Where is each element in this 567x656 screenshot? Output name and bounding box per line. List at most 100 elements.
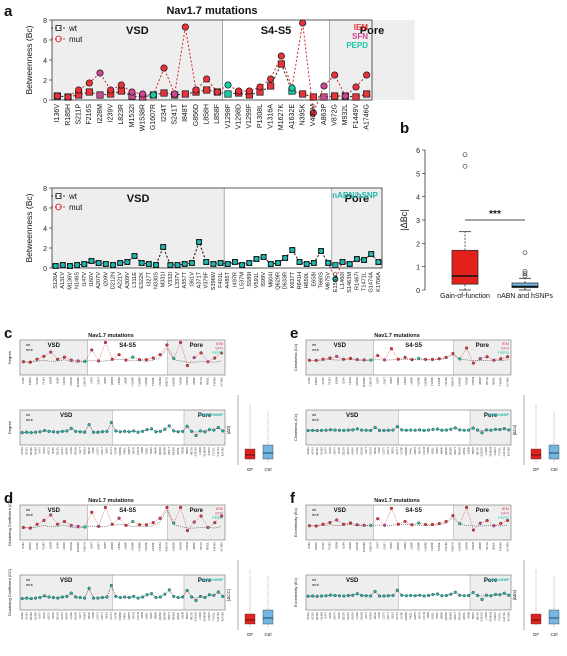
legend-right-item: nABN/hSNP [200, 412, 223, 417]
y-axis-label: Clustering Coefficient (CC) [7, 498, 12, 546]
mut-point [64, 93, 72, 101]
x-tick-label: L537M [136, 612, 140, 620]
mut-point [507, 428, 511, 432]
mut-point [103, 340, 107, 345]
mut-point [74, 262, 81, 268]
x-tick-label: A131V [24, 612, 28, 620]
mut-point [267, 75, 275, 83]
wt-line [22, 584, 223, 599]
section-label: S4-S5 [405, 508, 422, 514]
mut-point [224, 261, 231, 267]
x-tick-label: Q629R [158, 447, 162, 455]
x-tick-label: I327T [78, 612, 82, 619]
mut-point [376, 517, 380, 521]
mut-point [69, 426, 73, 430]
mut-point [42, 518, 46, 522]
mut-point [199, 514, 203, 518]
mut-point [430, 522, 434, 527]
x-tick-label: I239V [55, 542, 59, 549]
mut-point [355, 523, 359, 527]
x-tick-label: R641H [457, 447, 461, 455]
x-tick-label: V1298F [130, 377, 134, 387]
mut-point [216, 426, 220, 430]
mut-point [377, 428, 382, 432]
panel-label-f: f [290, 490, 296, 507]
mut-point [362, 523, 366, 527]
mut-point [328, 428, 333, 432]
mut-point [493, 427, 497, 431]
x-tick-label: M1627K [451, 542, 455, 552]
x-tick-label: S126A [20, 447, 24, 455]
x-tick-label: L311E [69, 447, 73, 455]
mut-point [314, 524, 318, 528]
x-tick-label: F1449V [353, 104, 360, 129]
x-tick-label: I361V [105, 447, 109, 454]
x-tick-label: T1471L [498, 611, 502, 620]
x-tick-label: S211P [321, 542, 325, 550]
mut-point [418, 593, 422, 597]
mut-point [118, 595, 122, 600]
x-tick-label: D633R [163, 612, 167, 620]
x-tick-label: F401L [218, 272, 224, 288]
mut-point [81, 261, 88, 267]
mut-point [375, 259, 382, 265]
x-tick-label: M932L [206, 541, 210, 549]
x-tick-label: G1607R [150, 104, 157, 130]
mut-point [110, 522, 114, 526]
mut-point [29, 431, 33, 435]
x-tick-label: K1706A [506, 612, 510, 622]
mut-point [321, 522, 325, 526]
x-tick-label: V591L [254, 272, 260, 288]
mut-point [65, 594, 69, 598]
mut-point [458, 428, 462, 432]
x-tick-label: K1706A [506, 447, 510, 457]
x-tick-label: A357T [182, 271, 188, 288]
mut-point [444, 428, 448, 432]
mut-point [499, 521, 503, 526]
y-axis-label: Eccentricity (Ec) [293, 577, 298, 607]
mut-point [413, 594, 417, 598]
x-tick-label: M675V [475, 447, 479, 455]
mut-point [100, 595, 104, 600]
x-tick-label: S396W [404, 611, 408, 620]
mut-point [96, 596, 100, 600]
mut-point [376, 354, 380, 358]
plot-frame [305, 504, 512, 541]
x-tick-label: M1532I [69, 542, 73, 551]
box [262, 444, 274, 460]
x-tick-label: S211P [35, 542, 39, 550]
x-tick-label: W1538R [76, 542, 80, 552]
mut-point [231, 259, 238, 265]
x-tick-label: V1298D [236, 104, 243, 129]
mut-point [471, 361, 475, 365]
wt-line [23, 347, 222, 363]
x-tick-label: A1746G [505, 377, 509, 387]
mut-point [342, 428, 346, 432]
mini-title: Nav1.7 mutations [88, 498, 134, 504]
x-tick-label: A207V [47, 612, 51, 620]
x-tick-label: V1298D [137, 377, 141, 387]
plot-frame [305, 574, 512, 611]
mut-point [117, 353, 121, 357]
x-tick-label: I361V [189, 272, 195, 287]
x-tick-label: E1531D [480, 447, 484, 457]
section-label: VSD [334, 508, 347, 514]
mut-point [35, 522, 39, 526]
legend-mut-label: mut [312, 347, 320, 352]
mut-point [203, 430, 207, 434]
mut-point [87, 423, 91, 427]
mut-point [383, 358, 387, 362]
x-tick-label: V591L [431, 611, 435, 619]
x-tick-label: I160V [42, 612, 46, 619]
x-tick-label: L311E [355, 612, 359, 620]
mut-point [153, 262, 159, 268]
x-tick-label: I497R [131, 612, 135, 619]
mut-point [306, 429, 310, 433]
wt-line [308, 589, 509, 597]
mut-point [299, 19, 307, 27]
mut-point [102, 261, 109, 267]
mut-point [277, 52, 285, 60]
mut-point [163, 427, 167, 431]
mut-point [453, 590, 457, 594]
x-tick-label: V332I [91, 612, 95, 619]
